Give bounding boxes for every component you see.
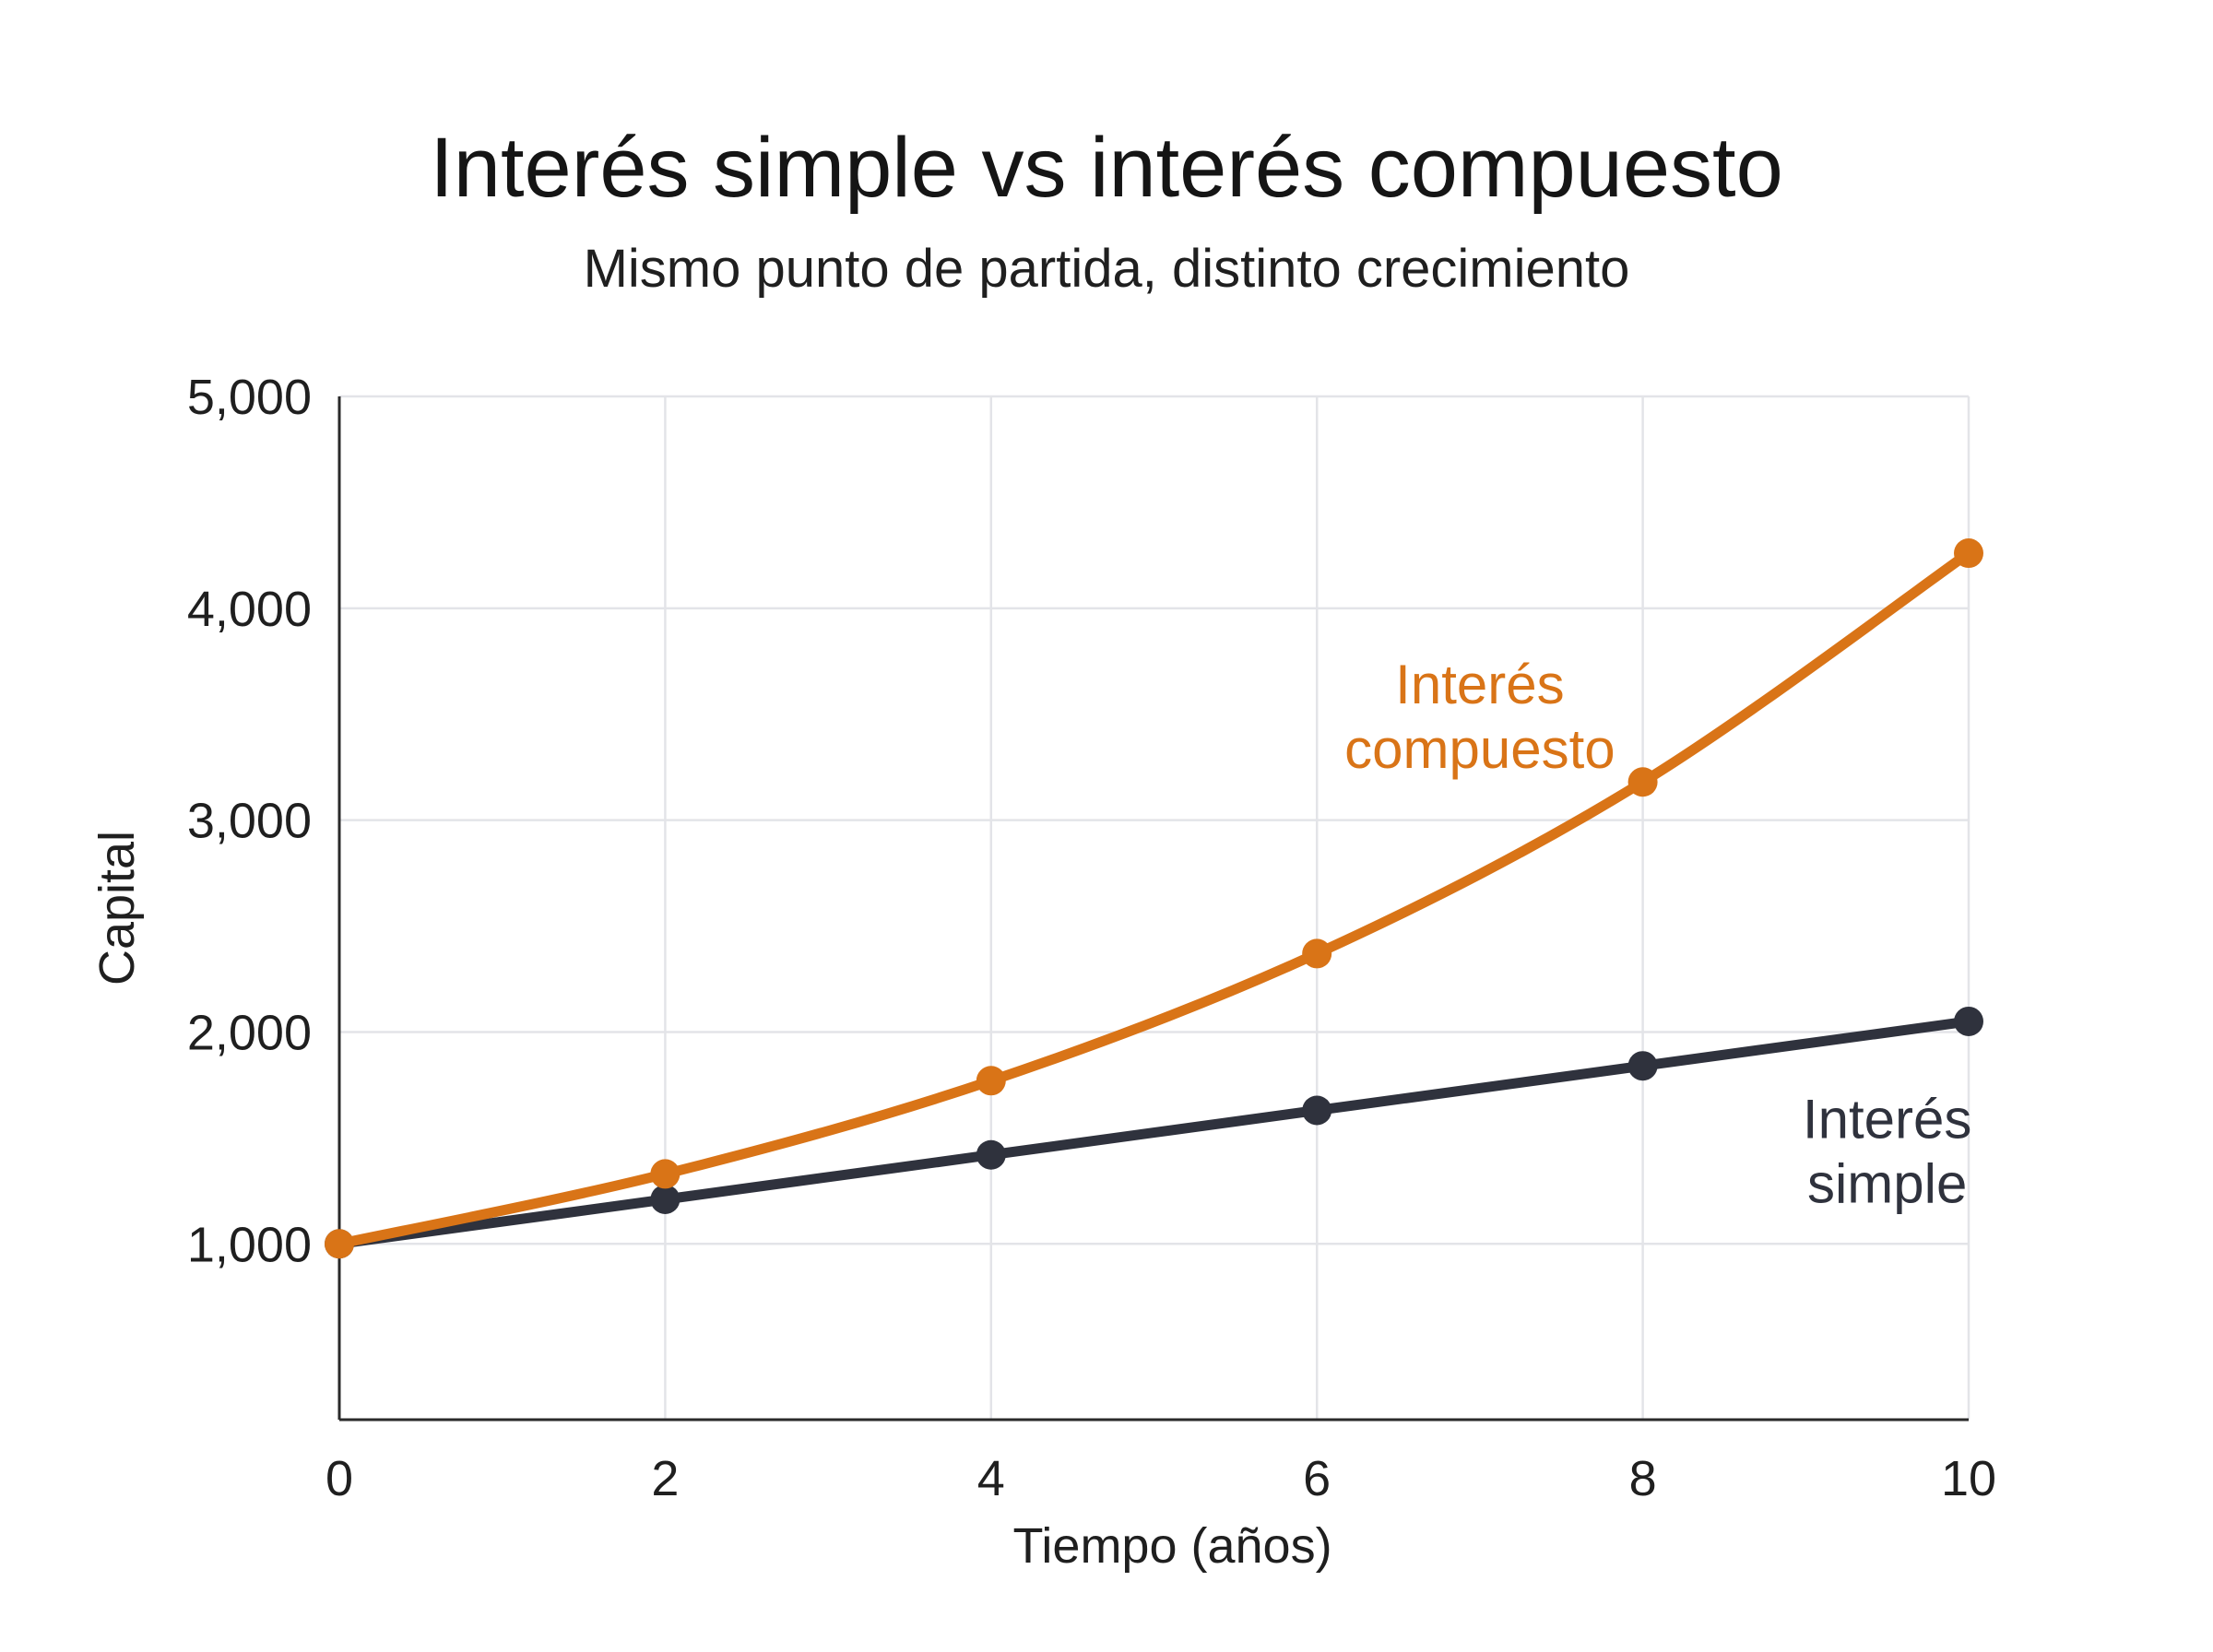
series-label: Interés compuesto xyxy=(1344,654,1615,780)
series-line xyxy=(334,1016,1974,1249)
series-label-line: Interés xyxy=(1395,654,1564,715)
data-point xyxy=(1954,538,1983,569)
data-point xyxy=(1302,938,1332,969)
data-point xyxy=(1627,1051,1658,1081)
data-point xyxy=(650,1184,680,1214)
y-tick-label: 3,000 xyxy=(187,794,312,849)
series-line xyxy=(334,548,1974,1249)
chart-title: Interés simple vs interés compuesto xyxy=(430,121,1783,215)
x-tick-label: 2 xyxy=(651,1451,679,1506)
y-tick-label: 2,000 xyxy=(187,1005,312,1060)
series-label-line: Interés xyxy=(1803,1088,1971,1150)
y-tick-label: 1,000 xyxy=(187,1217,312,1272)
series-1 xyxy=(325,1006,1983,1259)
tick-labels: 0 2 4 6 8 10 1,000 2,000 3,000 4,000 5,000 xyxy=(187,370,1996,1506)
data-point xyxy=(1627,767,1658,797)
data-point xyxy=(1302,1095,1332,1126)
x-axis-label: Tiempo (años) xyxy=(1012,1518,1331,1574)
axes xyxy=(337,396,1969,1422)
series-label-line: simple xyxy=(1807,1152,1967,1214)
series-group xyxy=(325,538,1983,1259)
grid xyxy=(339,395,1970,1420)
chart-subtitle: Mismo punto de partida, distinto crecimi… xyxy=(583,239,1630,299)
series-label: Interés simple xyxy=(1803,1088,1971,1214)
x-tick-label: 0 xyxy=(325,1451,353,1506)
x-tick-label: 4 xyxy=(977,1451,1005,1506)
y-tick-label: 5,000 xyxy=(187,370,312,425)
data-point xyxy=(325,1229,354,1259)
x-tick-label: 6 xyxy=(1303,1451,1331,1506)
data-point xyxy=(650,1159,680,1189)
data-point xyxy=(1954,1006,1983,1036)
x-tick-label: 8 xyxy=(1629,1451,1657,1506)
y-tick-label: 4,000 xyxy=(187,582,312,637)
series-2 xyxy=(325,538,1983,1259)
y-axis-label: Capital xyxy=(89,831,145,985)
data-point xyxy=(976,1066,1006,1096)
series-label-line: compuesto xyxy=(1344,718,1615,780)
x-tick-label: 10 xyxy=(1941,1451,1996,1506)
data-point xyxy=(976,1139,1006,1170)
